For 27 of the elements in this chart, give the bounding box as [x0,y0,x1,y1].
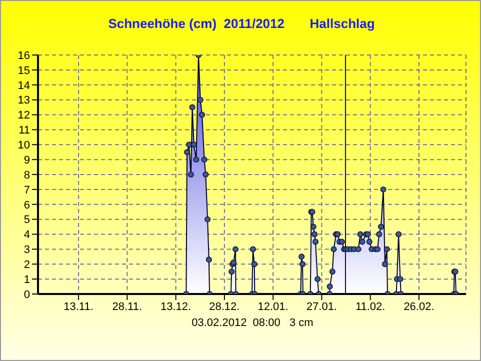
y-tick-label: 2 [24,259,30,272]
y-tick-label: 11 [18,124,30,137]
y-tick-label: 12 [18,110,30,122]
x-tick-label: 28.12. [209,300,240,313]
x-tick-label: 27.01. [306,300,338,313]
y-tick-label: 4 [24,229,30,242]
x-tick-label: 26.02. [404,300,434,313]
y-tick-label: 14 [18,80,30,92]
y-tick-label: 16 [18,50,30,62]
y-tick-label: 10 [18,140,30,152]
text: 03.02.2012 08:00 3 cm [190,317,314,329]
y-tick-label: 6 [24,199,30,212]
x-tick-label: 28.11. [112,300,142,313]
y-tick-label: 3 [24,244,30,256]
y-tick-label: 7 [24,184,30,196]
y-tick-label: 0 [24,288,30,301]
chart-title: Schneehöhe (cm) 2011/2012 Hallschlag [107,16,376,31]
y-tick-label: 13 [18,94,30,107]
y-tick-label: 8 [24,169,30,182]
y-tick-label: 15 [18,64,30,77]
y-tick-label: 9 [24,154,30,166]
x-tick-label: 12.01. [258,300,288,313]
y-tick-label: 5 [24,214,30,226]
y-tick-label: 1 [24,274,30,286]
x-tick-label: 13.11. [64,300,94,313]
x-tick-label: 13.12. [160,300,192,313]
x-tick-label: 11.02. [355,300,386,313]
